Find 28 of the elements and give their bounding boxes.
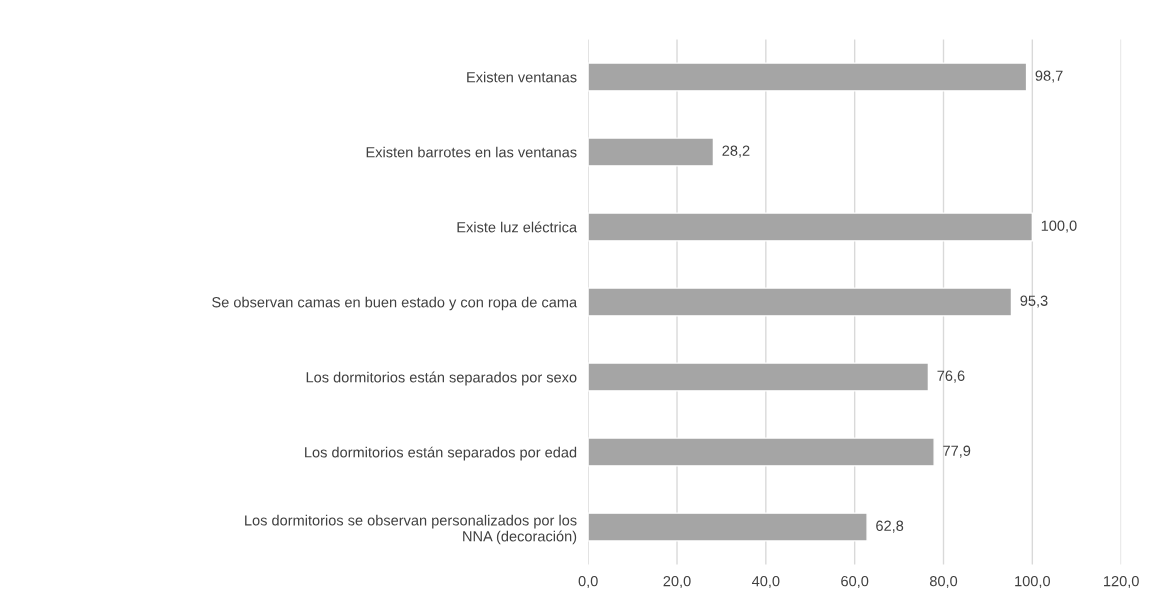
data-label: 62,8 <box>876 520 904 533</box>
bar <box>588 362 930 392</box>
data-label: 77,9 <box>943 445 971 458</box>
y-tick-label: Los dormitorios están separados por edad <box>305 446 577 461</box>
x-tick-label: 100,0 <box>1015 576 1051 589</box>
y-tick-label: Existe luz eléctrica <box>457 221 578 233</box>
bar <box>588 212 1034 242</box>
y-tick-label: Los dormitorios se observan personalizados por los NNA (decoración) <box>245 514 577 545</box>
y-tick-label: Existen ventanas <box>467 71 577 83</box>
y-tick-label: Existen barrotes en las ventanas <box>366 146 577 158</box>
data-label: 95,3 <box>1020 295 1048 308</box>
bar <box>588 137 715 167</box>
data-label: 76,6 <box>937 370 965 383</box>
x-tick-label: 60,0 <box>841 576 869 589</box>
bar <box>588 287 1013 317</box>
x-tick-label: 0,0 <box>578 576 598 589</box>
y-tick-label: Los dormitorios están separados por sexo <box>306 371 577 386</box>
data-label: 100,0 <box>1041 220 1077 233</box>
bar <box>588 437 935 467</box>
x-tick-label: 20,0 <box>663 576 691 589</box>
x-tick-label: 40,0 <box>751 576 780 589</box>
y-tick-label: Se observan camas en buen estado y con ropa de cama <box>212 296 578 311</box>
x-tick-label: 120,0 <box>1104 576 1139 589</box>
x-tick-label: 80,0 <box>929 576 958 589</box>
bar <box>588 62 1028 92</box>
data-label: 28,2 <box>722 145 750 158</box>
bar <box>588 512 868 542</box>
data-label: 98,7 <box>1035 70 1063 83</box>
